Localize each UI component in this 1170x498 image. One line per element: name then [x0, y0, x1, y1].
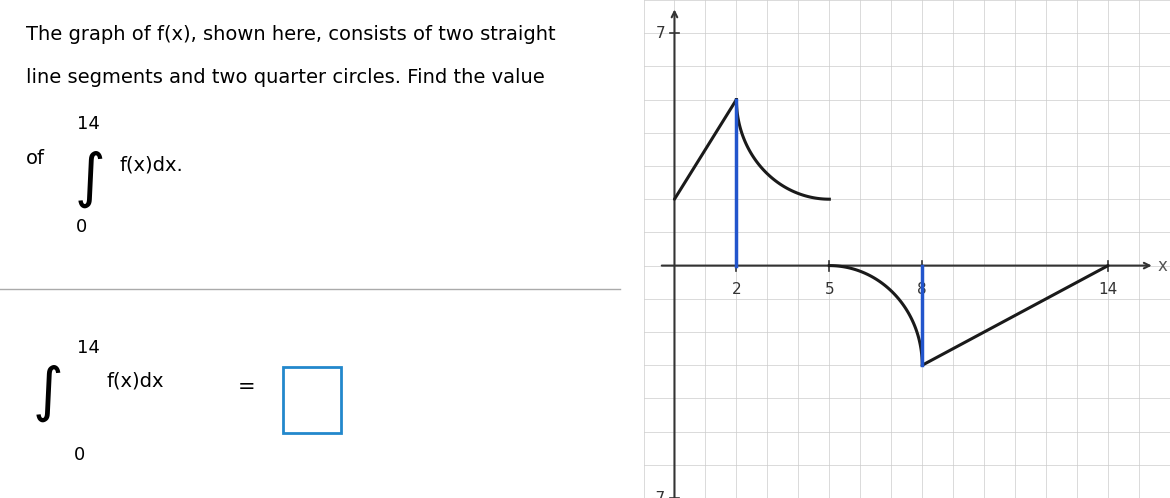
Text: f(x)dx.: f(x)dx. [119, 156, 183, 175]
Text: 0: 0 [76, 218, 88, 236]
Text: The graph of f(x), shown here, consists of two straight: The graph of f(x), shown here, consists … [26, 25, 556, 44]
Text: 14: 14 [77, 115, 101, 133]
Text: 5: 5 [825, 282, 834, 297]
Text: 7: 7 [655, 26, 666, 41]
Text: 14: 14 [77, 339, 101, 357]
Text: 14: 14 [1099, 282, 1117, 297]
Text: $\int$: $\int$ [74, 149, 103, 210]
Text: 2: 2 [731, 282, 742, 297]
Text: 0: 0 [74, 446, 85, 464]
Text: $\int$: $\int$ [33, 364, 62, 424]
Text: =: = [239, 376, 256, 396]
Text: f(x)dx: f(x)dx [106, 371, 164, 390]
Text: -7: -7 [651, 491, 666, 498]
Text: 8: 8 [917, 282, 927, 297]
Text: of: of [26, 149, 44, 168]
Text: line segments and two quarter circles. Find the value: line segments and two quarter circles. F… [26, 68, 544, 88]
FancyBboxPatch shape [283, 368, 342, 433]
Text: x: x [1157, 256, 1168, 274]
